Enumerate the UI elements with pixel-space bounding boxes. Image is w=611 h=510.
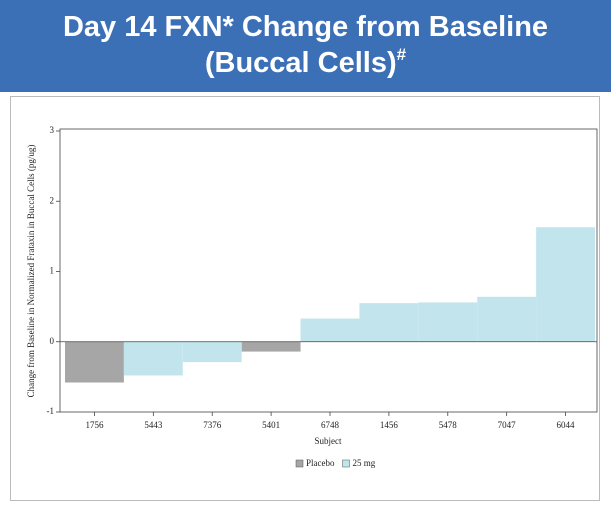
x-tick-label: 1456 <box>380 420 399 430</box>
bar <box>359 303 419 342</box>
x-tick-label: 7047 <box>498 420 517 430</box>
x-tick-label: 1756 <box>85 420 104 430</box>
bar <box>477 296 537 342</box>
x-tick-label: 6044 <box>557 420 576 430</box>
y-axis-label: Change from Baseline in Normalized Frata… <box>26 145 36 398</box>
legend-swatch <box>342 459 350 468</box>
y-tick-label: -1 <box>47 406 55 416</box>
title-line: Day 14 FXN* Change from Baseline <box>62 11 549 43</box>
legend-swatch <box>295 459 304 468</box>
title-text: (Buccal Cells) <box>204 47 397 79</box>
bar <box>241 341 301 352</box>
x-axis-label: Subject <box>315 436 342 446</box>
x-tick-label: 5401 <box>262 420 280 430</box>
y-tick-label: 2 <box>50 195 55 205</box>
bar <box>418 302 478 342</box>
bar <box>182 341 242 363</box>
x-tick-label: 5443 <box>144 420 163 430</box>
x-tick-label: 6748 <box>321 420 340 430</box>
x-tick-label: 5478 <box>439 420 458 430</box>
bar <box>65 341 124 383</box>
header: Day 14 FXN* Change from Baseline (Buccal… <box>0 0 611 92</box>
bar <box>123 341 183 376</box>
chart-panel <box>10 96 600 501</box>
plot-frame <box>59 128 598 413</box>
title-superscript: # <box>396 45 407 64</box>
legend-label: Placebo <box>306 458 335 468</box>
x-tick-label: 7376 <box>203 420 222 430</box>
title-line: (Buccal Cells)# <box>0 45 611 81</box>
y-tick-label: 3 <box>50 125 55 135</box>
bar <box>536 227 595 342</box>
legend-label: 25 mg <box>353 458 376 468</box>
y-tick-label: 1 <box>50 266 55 276</box>
bar <box>300 318 360 342</box>
y-tick-label: 0 <box>50 336 55 346</box>
